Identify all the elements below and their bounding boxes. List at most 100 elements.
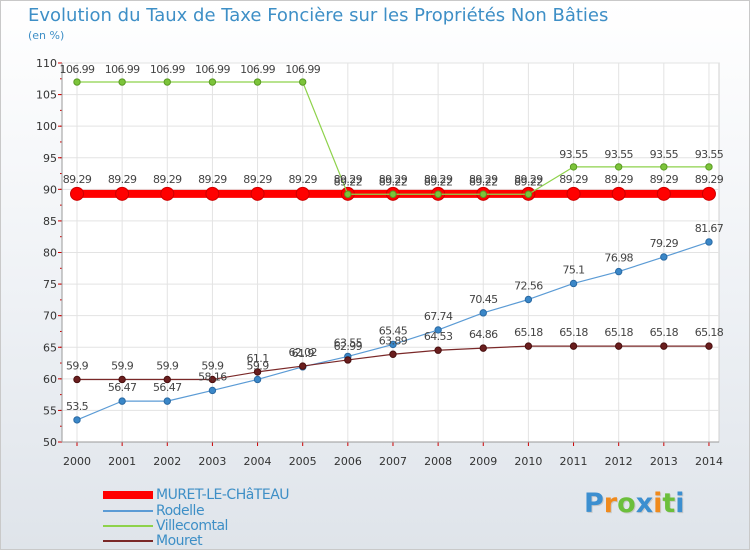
data-label-rodelle-2004: 59.9	[247, 359, 270, 372]
data-label-villecomtal-2014: 93.55	[695, 148, 724, 161]
data-label-mouret-2005: 62.02	[288, 346, 317, 359]
y-tick-label-70: 70	[43, 310, 57, 323]
proxiti-logo: Proxiti	[584, 488, 685, 519]
data-label-muret-2003: 89.29	[198, 173, 227, 186]
point-mouret-2000	[73, 375, 81, 384]
data-label-mouret-2014: 65.18	[695, 326, 724, 339]
data-label-muret-2012: 89.29	[604, 173, 633, 186]
y-axis-unit-label: (en %)	[28, 29, 65, 42]
point-rodelle-2008	[434, 326, 442, 334]
point-mouret-2008	[434, 346, 442, 354]
legend-swatch-muret	[103, 491, 153, 499]
proxiti-logo-letter: P	[584, 488, 604, 519]
data-label-villecomtal-2013: 93.55	[650, 148, 679, 161]
data-label-rodelle-2008: 67.74	[424, 310, 453, 323]
point-mouret-2011	[569, 342, 578, 350]
point-villecomtal-2004	[253, 78, 262, 86]
data-label-villecomtal-2006: 89.22	[334, 175, 363, 188]
data-label-mouret-2001: 59.9	[111, 359, 134, 372]
point-muret-2004	[250, 186, 265, 201]
point-villecomtal-2000	[73, 78, 81, 86]
data-label-muret-2000: 89.29	[63, 173, 92, 186]
point-mouret-2004	[253, 368, 262, 376]
proxiti-logo-letter: i	[675, 488, 685, 519]
point-mouret-2010	[524, 342, 533, 350]
data-label-muret-2001: 89.29	[108, 173, 137, 186]
y-tick-label-60: 60	[43, 373, 57, 386]
data-label-mouret-2007: 63.89	[379, 334, 408, 347]
point-villecomtal-2003	[208, 78, 217, 86]
data-label-mouret-2002: 59.9	[156, 359, 179, 372]
x-tick-label-2007: 2007	[379, 455, 407, 468]
x-tick-label-2003: 2003	[198, 455, 226, 468]
point-rodelle-2014	[705, 238, 713, 246]
data-label-villecomtal-2005: 106.99	[285, 63, 320, 76]
data-label-mouret-2010: 65.18	[514, 326, 543, 339]
y-tick-label-55: 55	[43, 404, 57, 417]
data-label-muret-2013: 89.29	[650, 173, 679, 186]
point-mouret-2005	[299, 362, 307, 370]
point-villecomtal-2011	[569, 163, 578, 171]
data-label-rodelle-2005: 61.9	[292, 347, 315, 360]
x-tick-label-2014: 2014	[695, 455, 723, 468]
x-tick-label-2000: 2000	[63, 455, 91, 468]
proxiti-logo-letter: r	[603, 488, 618, 519]
point-rodelle-2012	[614, 267, 623, 276]
data-label-mouret-2012: 65.18	[604, 326, 633, 339]
point-mouret-2009	[479, 344, 487, 352]
data-label-rodelle-2013: 79.29	[650, 237, 679, 250]
data-label-villecomtal-2007: 89.22	[379, 175, 408, 188]
point-villecomtal-2008	[434, 190, 442, 198]
x-tick-label-2005: 2005	[289, 455, 317, 468]
point-muret-2002	[160, 186, 175, 201]
y-tick-label-80: 80	[43, 247, 57, 260]
point-villecomtal-2010	[524, 190, 533, 198]
proxiti-logo-letter: o	[617, 488, 636, 519]
data-label-mouret-2000: 59.9	[66, 359, 89, 372]
y-tick-label-75: 75	[43, 278, 57, 291]
point-muret-2014	[701, 186, 716, 201]
point-rodelle-2004	[253, 375, 262, 384]
data-label-villecomtal-2004: 106.99	[240, 63, 275, 76]
data-label-muret-2006: 89.29	[334, 173, 363, 186]
point-rodelle-2009	[479, 309, 487, 317]
data-label-villecomtal-2001: 106.99	[105, 63, 140, 76]
y-tick-label-110: 110	[36, 57, 57, 70]
data-label-rodelle-2000: 53.5	[66, 400, 89, 413]
data-label-villecomtal-2008: 89.22	[424, 175, 453, 188]
y-tick-label-95: 95	[43, 152, 57, 165]
x-tick-label-2009: 2009	[469, 455, 497, 468]
x-tick-label-2010: 2010	[514, 455, 542, 468]
data-label-mouret-2003: 59.9	[201, 359, 224, 372]
y-tick-label-50: 50	[43, 436, 57, 449]
data-label-rodelle-2011: 75.1	[562, 263, 584, 276]
data-label-villecomtal-2011: 93.55	[559, 148, 588, 161]
data-label-rodelle-2003: 58.16	[198, 370, 227, 383]
x-tick-label-2002: 2002	[153, 455, 181, 468]
data-label-rodelle-2007: 65.45	[379, 324, 408, 337]
data-label-villecomtal-2010: 89.22	[514, 175, 543, 188]
proxiti-logo-letter: x	[635, 488, 654, 519]
data-label-muret-2014: 89.29	[695, 173, 724, 186]
x-tick-label-2004: 2004	[244, 455, 272, 468]
point-muret-2000	[70, 186, 84, 201]
x-tick-label-2006: 2006	[334, 455, 362, 468]
x-tick-label-2011: 2011	[560, 455, 588, 468]
data-label-muret-2009: 89.29	[469, 173, 498, 186]
data-label-muret-2011: 89.29	[559, 173, 588, 186]
point-villecomtal-2014	[705, 163, 713, 171]
point-villecomtal-2009	[479, 190, 487, 198]
y-tick-label-85: 85	[43, 215, 57, 228]
data-label-rodelle-2006: 63.55	[334, 336, 363, 349]
point-muret-2003	[205, 186, 220, 201]
point-rodelle-2010	[524, 295, 533, 304]
point-mouret-2014	[705, 342, 713, 350]
data-label-muret-2002: 89.29	[153, 173, 182, 186]
point-rodelle-2007	[389, 340, 397, 349]
point-villecomtal-2005	[299, 78, 307, 86]
legend-swatch-mouret	[103, 540, 153, 542]
point-mouret-2007	[389, 350, 397, 358]
data-label-rodelle-2014: 81.67	[695, 222, 724, 235]
